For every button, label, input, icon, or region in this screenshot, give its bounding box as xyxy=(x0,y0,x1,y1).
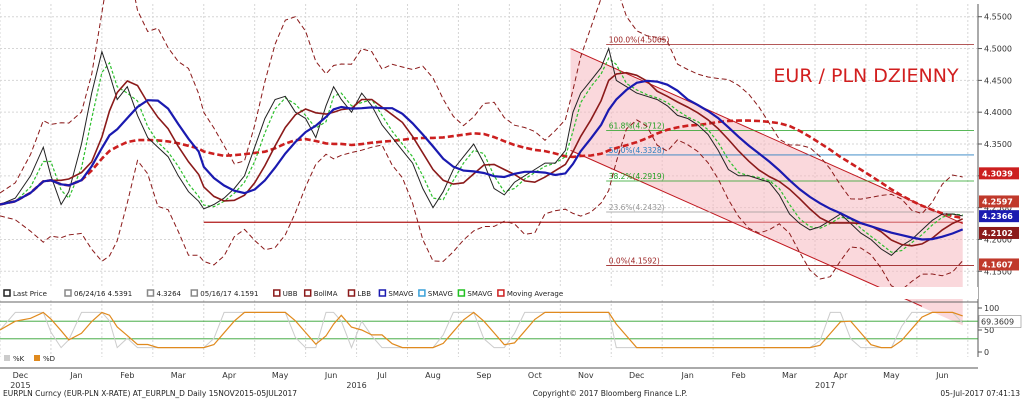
x-month-label-18: Jun xyxy=(935,371,949,380)
x-month-label-17: May xyxy=(883,371,900,380)
value-tag-1: 4.2597 xyxy=(982,197,1013,206)
x-month-label-0: Dec xyxy=(13,371,28,380)
y-tick-label-8: 4.1500 xyxy=(984,267,1012,276)
legend-bg xyxy=(0,287,978,299)
fib-label-4: 23.6%(4.2432) xyxy=(609,203,665,212)
stoch-d-line xyxy=(0,311,963,349)
value-tag-bg-4 xyxy=(979,258,1019,271)
legend-swatch-0 xyxy=(3,289,11,297)
value-tag-bg-0 xyxy=(979,167,1019,180)
rsi-legend-label-1: %D xyxy=(43,355,55,363)
legend-swatch-3 xyxy=(190,289,199,297)
fib-label-3: 38.2%(4.2919) xyxy=(609,172,665,181)
value-tag-0: 4.3039 xyxy=(982,169,1013,178)
legend-label-2: 4.3264 xyxy=(157,290,182,298)
legend-label-4: UBB xyxy=(283,290,298,298)
x-month-label-1: Jan xyxy=(69,371,82,380)
x-month-label-12: Dec xyxy=(629,371,644,380)
x-year-label-0: 2015 xyxy=(10,381,30,390)
x-year-label-2: 2017 xyxy=(815,381,835,390)
legend-swatch-5 xyxy=(303,289,312,297)
value-tags: 4.3039 4.2597 4.2366 4.2102 4.1607 xyxy=(979,167,1019,271)
y-tick-label-4: 4.3500 xyxy=(984,140,1012,149)
x-month-label-7: Jul xyxy=(376,371,387,380)
blue-smavg xyxy=(0,79,964,241)
legend-swatch-7 xyxy=(378,289,387,297)
legend-label-1: 06/24/16 4.5391 xyxy=(74,290,132,298)
x-month-label-11: Nov xyxy=(578,371,594,380)
x-month-label-16: Apr xyxy=(834,371,849,380)
x-month-label-10: Oct xyxy=(528,371,542,380)
fibonacci-levels: 100.0%(4.5065) 61.8%(4.3712) 50.0%(4.3328)… xyxy=(606,35,974,266)
legend-swatch-2 xyxy=(146,289,155,297)
value-tag-bg-1 xyxy=(979,195,1019,208)
x-month-label-3: Mar xyxy=(171,371,187,380)
x-month-label-14: Feb xyxy=(732,371,746,380)
y-tick-label-2: 4.4500 xyxy=(984,76,1012,85)
legend-label-5: BollMA xyxy=(314,290,338,298)
channel-lower xyxy=(570,149,923,307)
rsi-legend-label-0: %K xyxy=(13,355,25,363)
x-month-label-2: Feb xyxy=(120,371,134,380)
fib-label-1: 61.8%(4.3712) xyxy=(609,122,665,131)
rsi-legend-swatch-0 xyxy=(4,355,10,361)
x-month-label-9: Sep xyxy=(476,371,491,380)
y-tick-label-0: 4.5500 xyxy=(984,13,1012,22)
chart-title: EUR / PLN DZIENNY xyxy=(773,65,959,87)
series-lines xyxy=(0,0,964,291)
x-month-label-4: Apr xyxy=(222,371,237,380)
fib-label-0: 100.0%(4.5065) xyxy=(609,35,670,44)
legend-label-8: SMAVG xyxy=(428,290,453,298)
legend-swatch-1 xyxy=(64,289,72,297)
footer-security: EURPLN Curncy (EUR-PLN X-RATE) AT_EURPLN… xyxy=(3,389,297,398)
x-month-label-6: Jun xyxy=(324,371,338,380)
rsi-value-tag: 69.3609 xyxy=(981,317,1014,326)
price-line xyxy=(0,46,963,257)
rsi-tick-label-0: 100 xyxy=(984,304,999,313)
rsi-value-tag-bg xyxy=(978,315,1022,328)
x-month-label-15: Mar xyxy=(782,371,798,380)
value-tag-bg-3 xyxy=(979,226,1019,239)
channel-fill xyxy=(570,48,963,326)
rsi-legend-swatch-1 xyxy=(34,355,40,361)
value-tag-4: 4.1607 xyxy=(982,260,1013,269)
legend-label-9: SMAVG xyxy=(467,290,492,298)
fib-label-2: 50.0%(4.3328) xyxy=(609,146,665,155)
legend-label-0: Last Price xyxy=(13,290,47,298)
fib-label-5: 0.0%(4.1592) xyxy=(609,256,660,265)
x-month-label-13: Jan xyxy=(680,371,693,380)
rsi-tick-label-2: 0 xyxy=(984,348,989,357)
legend-label-7: SMAVG xyxy=(388,290,413,298)
x-month-label-8: Aug xyxy=(425,371,441,380)
value-tag-bg-2 xyxy=(979,210,1019,223)
bollinger-ma xyxy=(0,71,964,247)
legend-swatch-8 xyxy=(418,289,426,297)
legend-swatch-9 xyxy=(457,289,466,297)
value-tag-2: 4.2366 xyxy=(982,212,1013,221)
value-tag-3: 4.2102 xyxy=(982,229,1013,238)
legend-label-3: 05/16/17 4.1591 xyxy=(200,290,258,298)
rsi-panel: 100 50 0 69.3609 %K %D xyxy=(0,304,1022,363)
legend-label-10: Moving Average xyxy=(507,290,563,298)
x-year-label-1: 2016 xyxy=(346,381,366,390)
footer-copyright: Copyright© 2017 Bloomberg Finance L.P. xyxy=(533,389,688,398)
long-moving-average xyxy=(0,119,963,220)
y-tick-label-6: 4.2500 xyxy=(984,204,1012,213)
y-tick-label-1: 4.5000 xyxy=(984,45,1012,54)
time-axis: Dec Jan Feb Mar Apr May Jun Jul Aug Sep Oct Nov Dec J… xyxy=(0,367,978,390)
footer-timestamp: 05-Jul-2017 07:41:13 xyxy=(940,389,1020,398)
legend-swatch-10 xyxy=(497,289,505,297)
lower-bollinger-band xyxy=(0,119,964,291)
x-month-label-5: May xyxy=(272,371,289,380)
rsi-tick-label-1: 50 xyxy=(984,326,994,335)
legend-swatch-4 xyxy=(273,289,281,297)
legend-swatch-6 xyxy=(347,289,356,297)
upper-bollinger-band xyxy=(0,0,963,215)
green-smavg xyxy=(0,57,963,253)
y-tick-label-3: 4.4000 xyxy=(984,108,1012,117)
y-tick-label-7: 4.2000 xyxy=(984,235,1012,244)
legend: Last Price 06/24/16 4.5391 4.3264 05/16/17 … xyxy=(0,287,978,303)
legend-label-6: LBB xyxy=(358,290,372,298)
